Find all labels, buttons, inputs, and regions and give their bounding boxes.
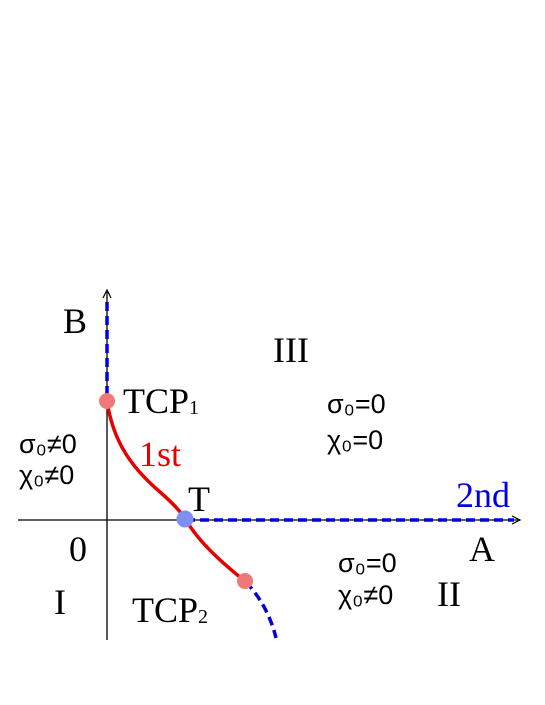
x-axis-label: A [469, 529, 495, 569]
region1-sigma-condition: σ₀≠0 [19, 429, 77, 459]
tcp1-point [99, 393, 115, 409]
region-I-label: I [54, 582, 66, 622]
y-axis-label: B [63, 301, 87, 341]
t-point [176, 510, 194, 528]
tcp1-label-main: TCP [123, 381, 189, 421]
region3-sigma-condition: σ₀=0 [327, 389, 386, 419]
tcp2-label: TCP2 [132, 590, 208, 630]
t-label: T [188, 479, 210, 519]
tcp1-label: TCP1 [123, 381, 199, 421]
region-III-label: III [273, 330, 309, 370]
second-order-label: 2nd [456, 475, 510, 515]
origin-label: 0 [69, 529, 87, 569]
tcp2-label-main: TCP [132, 590, 198, 630]
region2-chi-condition: χ₀≠0 [338, 580, 393, 610]
first-order-label: 1st [139, 434, 181, 474]
region-II-label: II [437, 574, 461, 614]
x-axis-arrowhead [511, 515, 522, 525]
tcp2-point [237, 573, 253, 589]
first-order-line [105, 400, 248, 584]
tcp1-label-sub: 1 [189, 397, 199, 419]
region1-chi-condition: χ₀≠0 [19, 460, 74, 490]
region2-sigma-condition: σ₀=0 [338, 548, 397, 578]
y-axis-arrowhead [102, 288, 112, 299]
tcp2-label-sub: 2 [198, 606, 208, 628]
second-order-line-lower [244, 580, 278, 639]
region3-chi-condition: χ₀=0 [327, 425, 383, 455]
